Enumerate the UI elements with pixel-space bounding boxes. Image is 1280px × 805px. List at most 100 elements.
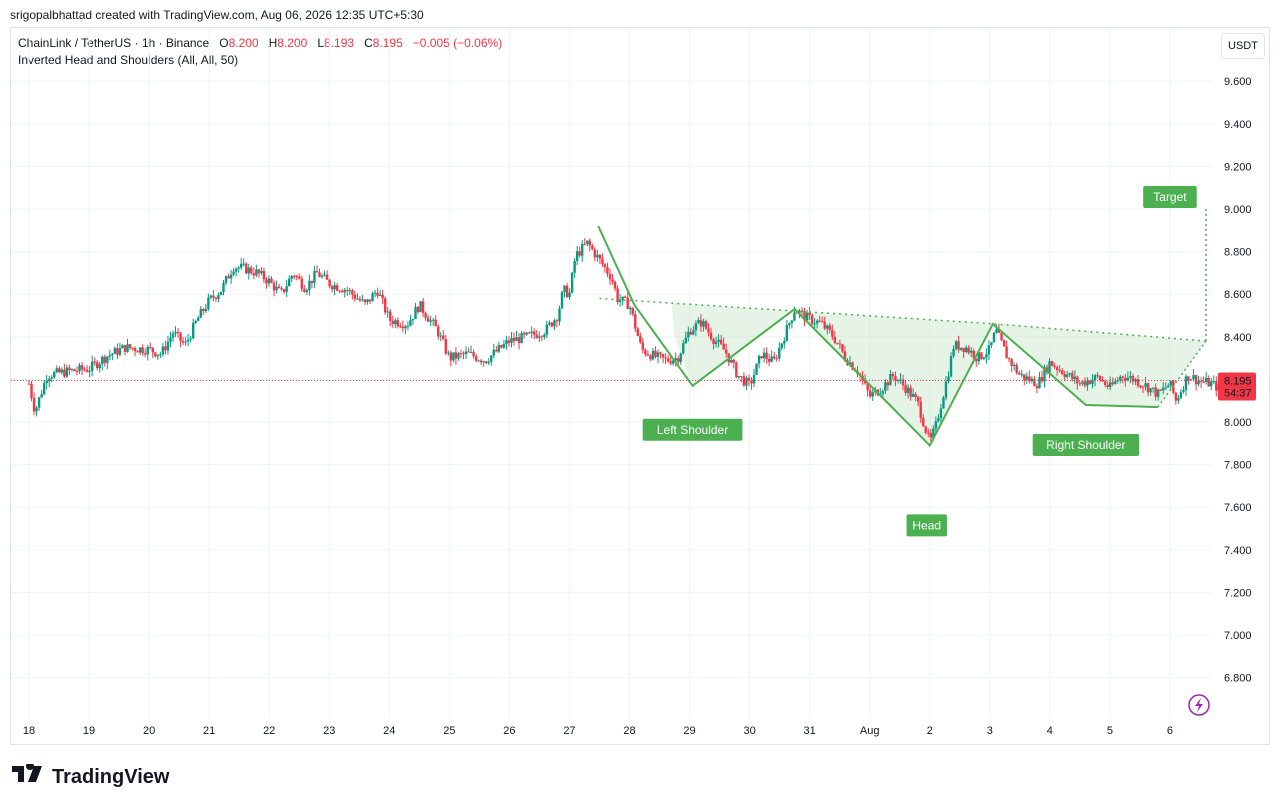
candle-body	[737, 376, 741, 378]
candle-body	[272, 282, 276, 291]
y-tick-label: 6.800	[1224, 673, 1252, 685]
candle-body	[985, 354, 988, 358]
candle-body	[338, 290, 341, 292]
candle-body	[459, 353, 463, 355]
candle-body	[742, 376, 746, 386]
tv-logo-icon	[12, 762, 46, 790]
candle-body	[1005, 346, 1008, 359]
candle-body	[85, 369, 89, 372]
candle-body	[1141, 386, 1145, 388]
candle-body	[586, 240, 589, 245]
x-tick-label: 2	[927, 725, 933, 737]
pattern-label-left-shoulder[interactable]: Left Shoulder	[642, 418, 743, 441]
candle-body	[396, 320, 400, 327]
candle-body	[333, 285, 336, 290]
candle-body	[444, 339, 448, 354]
candle-body	[70, 369, 74, 371]
candle-body	[434, 319, 437, 327]
candle-body	[351, 290, 354, 295]
pattern-shaded-area	[671, 303, 1206, 446]
candle-body	[63, 369, 66, 377]
candle-body	[474, 356, 478, 361]
candle-body	[30, 383, 33, 399]
candle-body	[1169, 380, 1173, 386]
candle-body	[255, 269, 258, 276]
candle-body	[391, 320, 394, 325]
candle-body	[639, 335, 642, 343]
candle-body	[217, 294, 220, 299]
y-tick-label: 7.800	[1224, 460, 1252, 472]
y-tick-label: 9.200	[1224, 161, 1252, 173]
candle-body	[697, 320, 700, 324]
candle-body	[565, 285, 569, 298]
x-tick-label: 18	[23, 725, 35, 737]
candle-body	[1033, 378, 1036, 387]
x-tick-label: 22	[263, 725, 275, 737]
candle-body	[765, 352, 768, 359]
candle-body	[90, 361, 94, 371]
candle-body	[176, 332, 180, 334]
candle-body	[901, 379, 905, 386]
candle-body	[290, 275, 293, 279]
x-tick-label: 28	[623, 725, 635, 737]
candle-body	[677, 358, 680, 362]
legend-symbol[interactable]: ChainLink / TetherUS · 1h · Binance	[18, 36, 210, 50]
candle-body	[851, 362, 854, 370]
candle-body	[202, 309, 205, 312]
pattern-zigzag-line	[597, 225, 1158, 448]
candle-body	[1063, 374, 1066, 377]
candle-body	[1081, 381, 1084, 384]
candle-body	[1139, 385, 1142, 387]
pattern-label-head[interactable]: Head	[906, 514, 947, 537]
candle-body	[987, 345, 991, 355]
y-tick-label: 9.400	[1224, 119, 1252, 131]
candle-body	[245, 263, 248, 274]
candle-body	[570, 272, 574, 293]
legend-o-label: O	[219, 36, 229, 50]
candle-body	[927, 432, 930, 434]
candle-body	[780, 343, 783, 348]
chart-pane[interactable]	[10, 27, 1270, 745]
candle-body	[646, 354, 650, 356]
lightning-icon[interactable]	[1188, 694, 1210, 716]
currency-button[interactable]: USDT	[1221, 33, 1265, 59]
candle-body	[113, 348, 117, 354]
candle-body	[671, 360, 675, 364]
candle-body	[1048, 361, 1051, 373]
legend-indicator[interactable]: Inverted Head and Shoulders (All, All, 5…	[18, 53, 239, 67]
candle-body	[320, 275, 324, 277]
pattern-label-target[interactable]: Target	[1143, 186, 1197, 208]
candle-body	[487, 361, 490, 363]
candle-body	[1035, 386, 1039, 389]
candle-body	[972, 350, 975, 359]
candle-body	[335, 285, 339, 291]
candle-body	[1040, 376, 1044, 382]
candle-body	[411, 318, 415, 321]
y-tick-label: 7.000	[1224, 630, 1252, 642]
candle-body	[896, 379, 900, 381]
candle-body	[906, 387, 910, 393]
x-tick-label: 23	[323, 725, 335, 737]
candle-body	[381, 294, 384, 299]
legend-symbol-row: ChainLink / TetherUS · 1h · Binance O8.2…	[18, 35, 502, 52]
candle-body	[962, 347, 965, 352]
candle-body	[189, 338, 192, 340]
candle-body	[502, 343, 506, 348]
candle-body	[919, 401, 922, 419]
candle-body	[583, 244, 586, 246]
candle-body	[664, 357, 667, 359]
candle-body	[770, 356, 773, 362]
candle-body	[790, 320, 794, 324]
candle-body	[343, 289, 346, 293]
candle-body	[773, 356, 776, 359]
pattern-breakout-line	[1157, 340, 1207, 408]
candle-body	[922, 418, 925, 427]
pattern-label-right-shoulder[interactable]: Right Shoulder	[1032, 433, 1140, 456]
candle-body	[833, 336, 837, 343]
candle-body	[530, 331, 533, 333]
candle-body	[548, 322, 551, 325]
candle-body	[161, 346, 165, 355]
candle-body	[265, 279, 268, 284]
legend-close: 8.195	[372, 36, 403, 50]
candle-body	[232, 271, 235, 275]
